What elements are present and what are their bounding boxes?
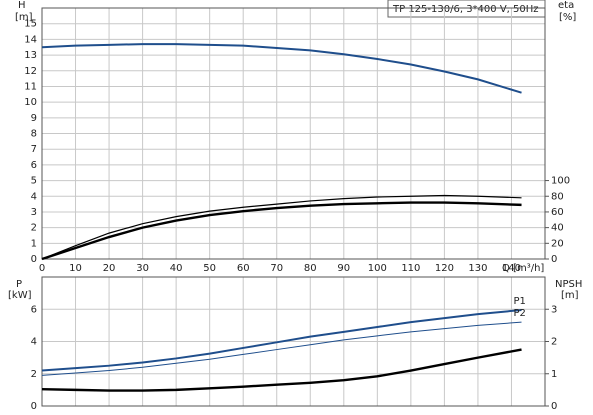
series-label: P1 [514, 296, 526, 307]
y-tick-label: 6 [31, 304, 37, 315]
y-tick-label: 0 [31, 254, 37, 265]
y-tick-label: 9 [31, 113, 37, 124]
y2-unit: [m] [561, 290, 579, 301]
y-tick-label: 5 [31, 176, 37, 187]
y-tick-label: 4 [31, 337, 37, 348]
x-tick-label: 30 [136, 263, 149, 274]
curve [41, 43, 522, 94]
y-label: P [16, 279, 22, 290]
x-label: Q [m³/h] [502, 263, 544, 274]
y-tick-label: 7 [31, 144, 37, 155]
y-tick-label: 4 [31, 191, 37, 202]
curve [41, 201, 522, 261]
x-tick-label: 60 [237, 263, 250, 274]
y2-tick-label: 0 [551, 401, 557, 412]
y-unit: [kW] [8, 290, 32, 301]
y2-tick-label: 100 [551, 176, 570, 187]
y2-unit: [%] [559, 12, 576, 23]
y-tick-label: 6 [31, 160, 37, 171]
y-tick-label: 0 [31, 401, 37, 412]
curve [41, 309, 522, 372]
y2-tick-label: 0 [551, 254, 557, 265]
y-tick-label: 3 [31, 207, 37, 218]
y-tick-label: 10 [24, 97, 37, 108]
chart-title: TP 125-130/6, 3*400 V, 50Hz [392, 4, 539, 15]
x-tick-label: 110 [401, 263, 420, 274]
x-tick-label: 40 [170, 263, 183, 274]
y-label: H [18, 0, 26, 11]
x-tick-label: 130 [468, 263, 487, 274]
y2-tick-label: 60 [551, 207, 564, 218]
y2-tick-label: 3 [551, 304, 557, 315]
x-tick-label: 0 [39, 263, 45, 274]
series-label: P2 [514, 308, 526, 319]
y2-label: eta [558, 0, 574, 11]
y-tick-label: 8 [31, 129, 37, 140]
y-unit: [m] [15, 12, 33, 23]
y-tick-label: 2 [31, 369, 37, 380]
y-tick-label: 15 [24, 19, 37, 30]
x-tick-label: 90 [337, 263, 350, 274]
x-tick-label: 80 [304, 263, 317, 274]
y2-tick-label: 1 [551, 369, 557, 380]
y-tick-label: 2 [31, 223, 37, 234]
y2-label: NPSH [555, 279, 582, 290]
x-tick-label: 140 [502, 263, 521, 274]
curve [41, 321, 522, 376]
y2-tick-label: 2 [551, 337, 557, 348]
y2-tick-label: 20 [551, 238, 564, 249]
x-tick-label: 100 [368, 263, 387, 274]
x-tick-label: 20 [103, 263, 116, 274]
x-tick-label: 50 [203, 263, 216, 274]
x-tick-label: 120 [435, 263, 454, 274]
y2-tick-label: 40 [551, 223, 564, 234]
y-tick-label: 13 [24, 50, 37, 61]
plot-frame [41, 7, 546, 260]
curve [41, 194, 522, 260]
curve [41, 348, 522, 392]
y-tick-label: 11 [24, 81, 37, 92]
y-tick-label: 1 [31, 238, 37, 249]
y-tick-label: 12 [24, 66, 37, 77]
y-tick-label: 14 [24, 34, 37, 45]
x-tick-label: 70 [270, 263, 283, 274]
x-tick-label: 10 [69, 263, 82, 274]
plot-frame [41, 276, 546, 407]
y2-tick-label: 80 [551, 191, 564, 202]
